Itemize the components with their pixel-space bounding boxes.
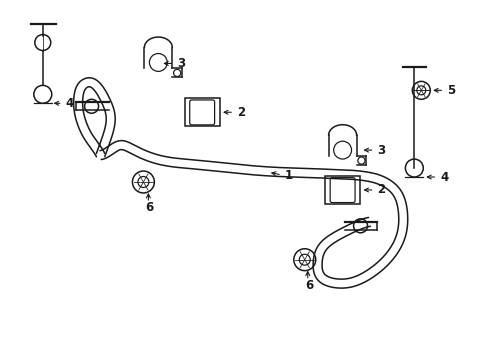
Text: 5: 5 bbox=[447, 84, 454, 97]
Bar bbox=[325, 176, 359, 204]
Text: 6: 6 bbox=[145, 201, 153, 215]
Text: 3: 3 bbox=[377, 144, 385, 157]
Text: 4: 4 bbox=[65, 97, 74, 110]
Text: 6: 6 bbox=[304, 279, 312, 292]
Text: 1: 1 bbox=[285, 168, 292, 181]
Bar bbox=[184, 98, 219, 126]
Text: 4: 4 bbox=[439, 171, 447, 184]
Text: 3: 3 bbox=[177, 57, 185, 70]
Text: 2: 2 bbox=[377, 184, 385, 197]
Text: 2: 2 bbox=[237, 106, 244, 119]
